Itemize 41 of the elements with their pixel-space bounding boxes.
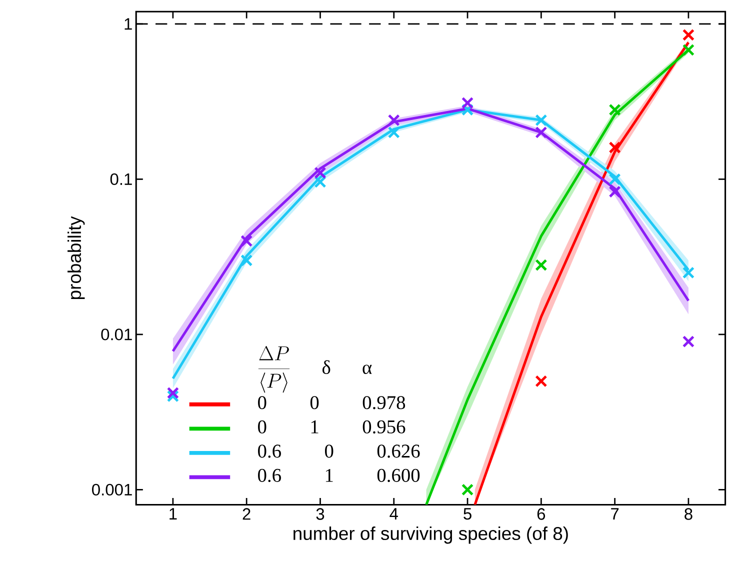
annotation: δ	[322, 360, 330, 374]
x-tick-label: 7	[611, 508, 619, 520]
point	[535, 374, 548, 388]
legend-label: 0 1 0.956	[258, 420, 406, 434]
y-tick-label: 0.01	[101, 328, 132, 340]
x-axis-title: number of surviving species (of 8)	[294, 526, 568, 544]
point	[682, 266, 695, 279]
x-tick-label: 4	[390, 508, 398, 520]
annotation: α	[362, 364, 372, 374]
point	[608, 104, 621, 116]
point	[682, 44, 695, 56]
legend-title: $\frac{\Delta P}{\langle P\rangle}$	[258, 346, 290, 392]
point	[388, 114, 400, 126]
point	[461, 483, 474, 496]
x-tick-label: 8	[684, 508, 692, 520]
point	[535, 258, 548, 271]
point	[608, 185, 621, 198]
point	[388, 126, 400, 138]
y-tick-label: 1	[124, 18, 132, 30]
y-axis-title: probability	[68, 216, 85, 299]
x-tick-label: 2	[242, 508, 250, 520]
x-tick-label: 5	[464, 508, 472, 520]
point	[240, 254, 253, 266]
point	[608, 172, 621, 186]
point	[240, 234, 253, 247]
x-tick-label: 6	[537, 508, 546, 520]
point	[682, 28, 695, 41]
legend-label: 0.6 1 0.600	[258, 468, 420, 482]
y-tick-label: 0.001	[92, 484, 132, 496]
point	[608, 141, 621, 154]
legend-label: 0 0 0.978	[258, 396, 406, 410]
point	[166, 386, 180, 399]
point	[314, 166, 326, 179]
point	[535, 114, 548, 126]
x-tick-label: 3	[316, 508, 324, 520]
y-tick-label: 0.1	[110, 173, 132, 185]
point	[535, 126, 548, 138]
legend-label: 0.6 0 0.626	[258, 444, 420, 458]
point	[461, 96, 474, 109]
point	[682, 335, 695, 348]
x-tick-label: 1	[170, 508, 177, 520]
